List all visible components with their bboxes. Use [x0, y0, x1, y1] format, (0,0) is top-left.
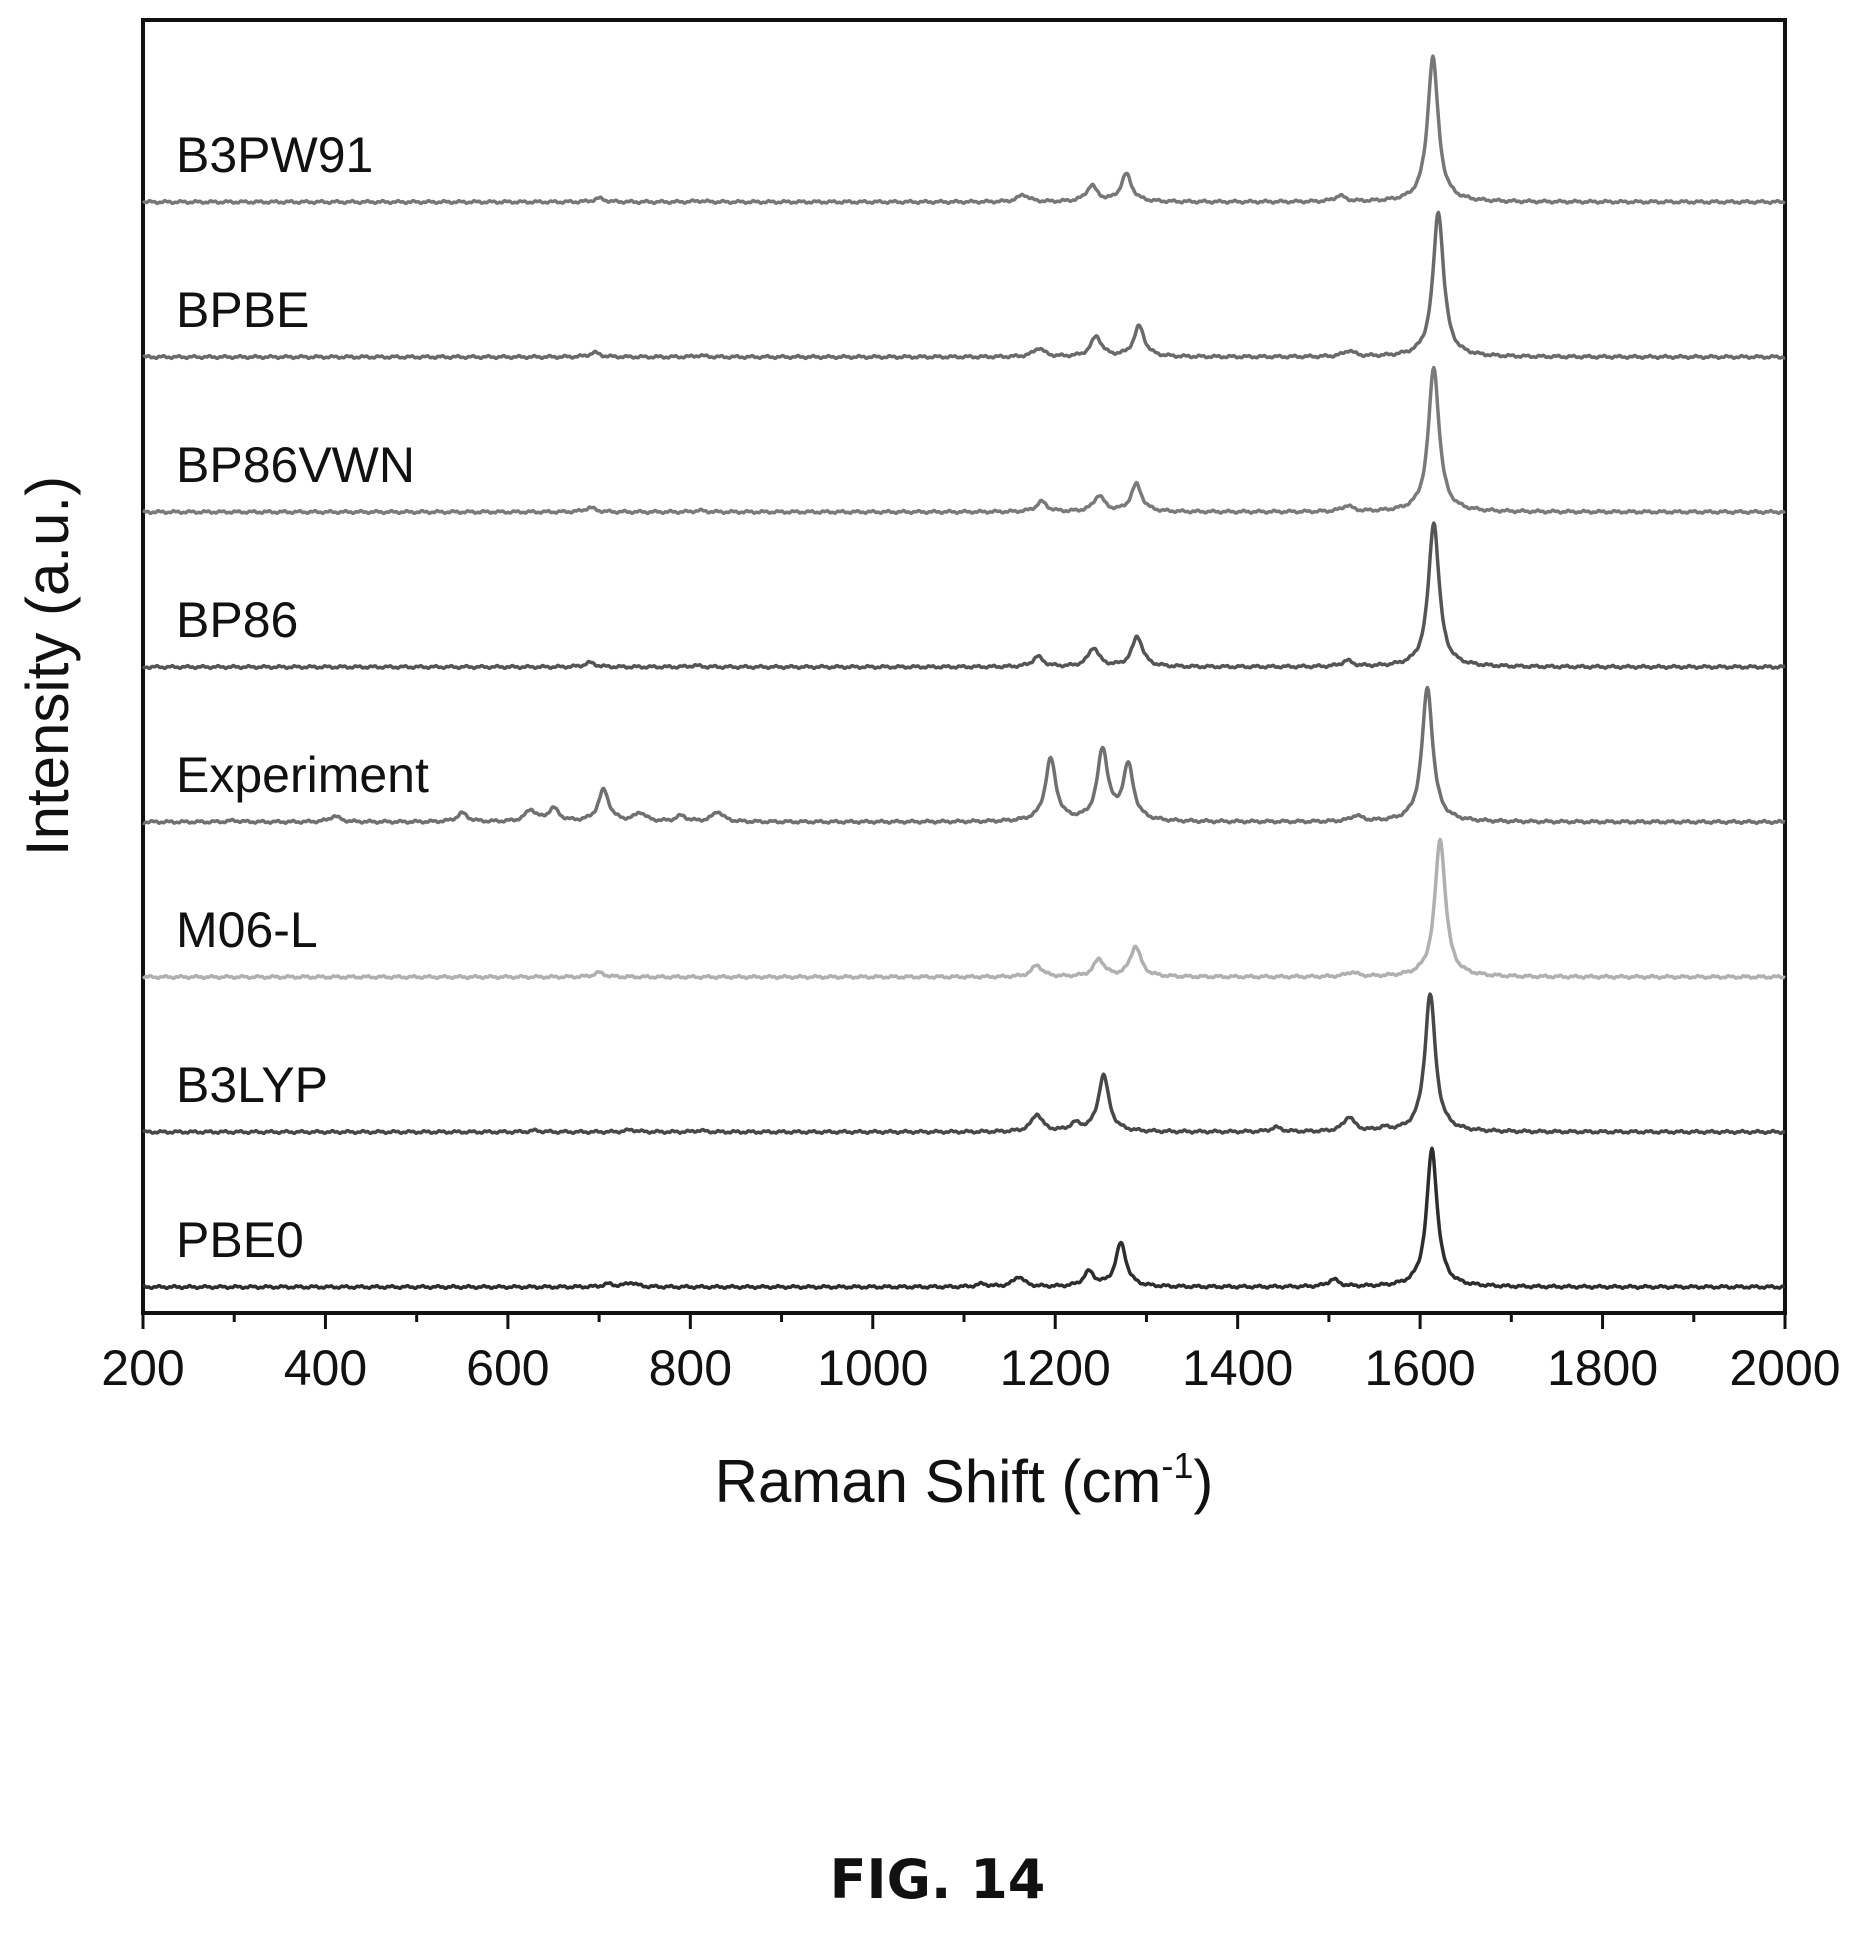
- series-line-bp86vwn: [142, 365, 1787, 516]
- x-axis-title-superscript: -1: [1161, 1445, 1193, 1486]
- series-label: BP86VWN: [176, 437, 415, 493]
- raman-chart: B3PW91 BPBE BP86VWN BP86 Experiment M06-L B3LY…: [14, 18, 1841, 1515]
- x-tick-label: 400: [284, 1340, 367, 1396]
- x-axis-ticks: 200 400 600 800 1000 1200 1400 1600 1800 2000: [101, 1313, 1841, 1396]
- x-tick-label: 2000: [1729, 1340, 1840, 1396]
- y-axis-title: Intensity (a.u.): [14, 476, 81, 856]
- series-label: B3LYP: [176, 1057, 328, 1113]
- x-axis-title: Raman Shift (cm-1): [715, 1445, 1214, 1515]
- series-line-b3lyp: [141, 992, 1786, 1136]
- series-line-pbe0: [142, 1146, 1786, 1291]
- series-line-experiment: [142, 685, 1786, 826]
- series-label: BP86: [176, 592, 298, 648]
- series-label: Experiment: [176, 747, 429, 803]
- series-line-m06-l: [142, 837, 1786, 981]
- x-tick-label: 1200: [1000, 1340, 1111, 1396]
- x-tick-label: 1000: [817, 1340, 928, 1396]
- x-tick-label: 200: [101, 1340, 184, 1396]
- series-line-bpbe: [142, 210, 1786, 361]
- x-tick-label: 1600: [1364, 1340, 1475, 1396]
- series-layer: B3PW91 BPBE BP86VWN BP86 Experiment M06-L B3LY…: [141, 54, 1787, 1291]
- series-line-b3pw91: [141, 54, 1786, 206]
- x-tick-label: 1400: [1182, 1340, 1293, 1396]
- series-line-bp86: [141, 521, 1786, 671]
- x-tick-label: 1800: [1547, 1340, 1658, 1396]
- x-tick-label: 600: [466, 1340, 549, 1396]
- series-label: M06-L: [176, 902, 318, 958]
- x-axis-title-main: Raman Shift (cm: [715, 1448, 1162, 1515]
- series-label: BPBE: [176, 282, 309, 338]
- x-tick-label: 800: [649, 1340, 732, 1396]
- figure-caption: FIG. 14: [829, 1848, 1046, 1911]
- series-label: PBE0: [176, 1212, 304, 1268]
- series-label: B3PW91: [176, 127, 373, 183]
- x-axis-title-close: ): [1193, 1448, 1213, 1515]
